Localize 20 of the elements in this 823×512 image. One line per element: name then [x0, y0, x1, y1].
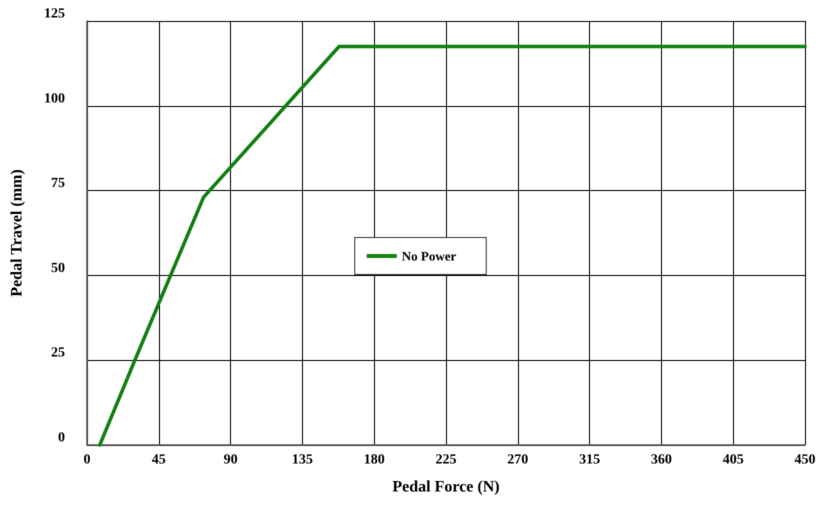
- x-tick-label: 405: [722, 452, 744, 468]
- x-tick-label: 450: [794, 452, 816, 468]
- x-tick-label: 360: [650, 452, 672, 468]
- x-tick-label: 90: [224, 452, 238, 468]
- legend-label: No Power: [402, 248, 456, 264]
- x-tick-label: 0: [84, 452, 90, 468]
- x-axis-title: Pedal Force (N): [392, 478, 500, 496]
- x-tick-label: 45: [152, 452, 166, 468]
- y-tick-label: 25: [51, 346, 65, 361]
- x-tick-label: 135: [292, 452, 313, 468]
- y-tick-label: 100: [44, 91, 65, 106]
- x-tick-label: 270: [507, 452, 528, 468]
- x-tick-label: 225: [436, 452, 456, 468]
- y-axis-title: Pedal Travel (mm): [8, 169, 26, 297]
- x-tick-label: 180: [364, 452, 385, 468]
- y-tick-label: 0: [58, 430, 65, 446]
- x-tick-label: 315: [579, 452, 600, 468]
- y-tick-label: 125: [44, 6, 65, 22]
- y-tick-label: 50: [51, 260, 65, 276]
- y-tick-label: 75: [51, 176, 65, 192]
